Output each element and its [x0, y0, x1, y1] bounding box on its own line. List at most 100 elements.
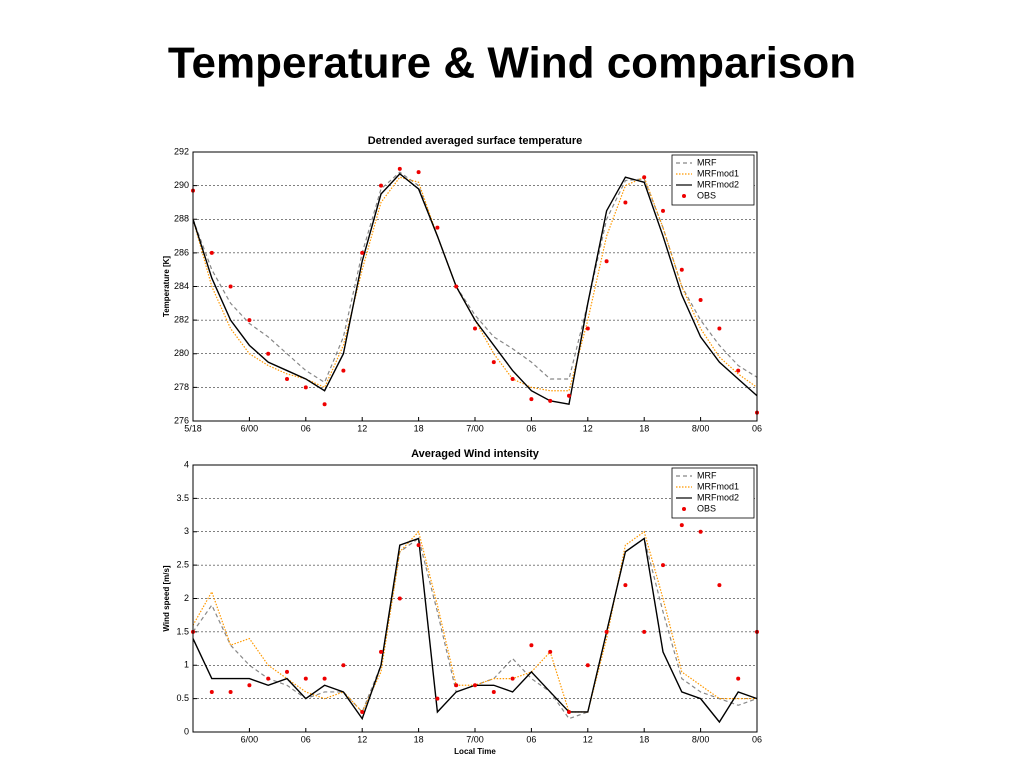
obs-point	[303, 385, 308, 390]
obs-point	[247, 318, 252, 323]
x-tick-label: 06	[526, 734, 536, 744]
obs-point	[209, 689, 214, 694]
x-axis-label: Local Time	[454, 747, 496, 756]
x-tick-label: 06	[526, 423, 536, 433]
y-tick-label: 282	[174, 315, 189, 325]
obs-point	[397, 596, 402, 601]
obs-point	[548, 649, 553, 654]
x-tick-label: 8/00	[692, 734, 710, 744]
x-tick-label: 06	[301, 734, 311, 744]
plot-frame	[192, 464, 758, 733]
x-tick-label: 12	[357, 423, 367, 433]
obs-point	[435, 696, 440, 701]
x-tick-label: 06	[752, 423, 762, 433]
y-tick-label: 0	[184, 726, 189, 736]
obs-point	[567, 393, 571, 398]
obs-point	[642, 629, 647, 634]
obs-point	[360, 250, 365, 255]
series-line	[192, 537, 758, 724]
obs-point	[642, 175, 647, 180]
x-tick-label: 18	[639, 734, 649, 744]
obs-point	[416, 170, 421, 175]
x-tick-label: 18	[414, 423, 424, 433]
obs-point	[604, 259, 609, 264]
obs-point	[228, 284, 233, 289]
obs-point	[661, 208, 665, 213]
y-tick-label: 292	[174, 146, 189, 156]
obs-point	[717, 326, 722, 331]
obs-point	[679, 267, 684, 272]
obs-point	[736, 676, 741, 681]
obs-point	[529, 643, 534, 648]
x-tick-label: 5/18	[184, 423, 202, 433]
legend-label: MRF	[697, 157, 717, 167]
y-axis-label: Temperature [K]	[162, 256, 171, 318]
y-tick-label: 4	[184, 459, 189, 469]
y-tick-label: 288	[174, 214, 189, 224]
legend-label: MRFmod1	[697, 481, 739, 491]
series-line	[192, 176, 758, 392]
x-tick-label: 8/00	[692, 423, 710, 433]
series-line	[192, 171, 758, 384]
legend-marker	[682, 194, 686, 198]
legend-label: MRF	[697, 470, 717, 480]
obs-point	[698, 297, 703, 302]
obs-point	[454, 284, 459, 289]
obs-point	[285, 376, 289, 381]
x-tick-label: 18	[414, 734, 424, 744]
x-tick-label: 18	[639, 423, 649, 433]
obs-point	[473, 326, 477, 331]
obs-point	[322, 676, 327, 681]
y-tick-label: 1.5	[176, 626, 189, 636]
obs-point	[529, 397, 534, 402]
obs-point	[322, 402, 327, 407]
y-tick-label: 286	[174, 247, 189, 257]
y-axis-label: Wind speed [m/s]	[162, 565, 171, 631]
legend-label: MRFmod2	[697, 179, 739, 189]
obs-point	[285, 669, 289, 674]
x-tick-label: 06	[752, 734, 762, 744]
x-tick-label: 12	[583, 734, 593, 744]
y-tick-label: 2	[184, 593, 189, 603]
obs-point	[717, 583, 722, 588]
x-tick-label: 7/00	[466, 734, 484, 744]
obs-point	[247, 683, 252, 688]
obs-point	[379, 183, 383, 188]
slide-title: Temperature & Wind comparison	[168, 39, 856, 88]
chart-title: Detrended averaged surface temperature	[368, 135, 583, 147]
x-tick-label: 7/00	[466, 423, 484, 433]
series-line	[192, 537, 758, 720]
y-tick-label: 284	[174, 281, 189, 291]
y-tick-label: 3	[184, 526, 189, 536]
x-tick-label: 06	[301, 423, 311, 433]
obs-point	[360, 709, 365, 714]
obs-point	[303, 676, 308, 681]
x-tick-label: 6/00	[241, 734, 259, 744]
obs-point	[736, 368, 741, 373]
obs-point	[567, 709, 571, 714]
obs-point	[397, 166, 402, 171]
obs-point	[473, 683, 477, 688]
obs-point	[604, 629, 609, 634]
obs-point	[454, 683, 459, 688]
obs-point	[548, 398, 553, 403]
series-line	[192, 172, 758, 405]
y-tick-label: 0.5	[176, 693, 189, 703]
obs-point	[491, 360, 496, 365]
obs-point	[510, 676, 515, 681]
y-tick-label: 280	[174, 348, 189, 358]
obs-point	[341, 663, 346, 668]
obs-point	[416, 543, 421, 548]
legend-label: MRFmod1	[697, 168, 739, 178]
obs-point	[266, 351, 271, 356]
obs-point	[266, 676, 271, 681]
y-tick-label: 276	[174, 415, 189, 425]
obs-point	[698, 529, 703, 534]
obs-point	[623, 200, 628, 205]
obs-point	[435, 225, 440, 230]
legend-label: MRFmod2	[697, 492, 739, 502]
chart-title: Averaged Wind intensity	[411, 448, 540, 460]
x-tick-label: 6/00	[241, 423, 259, 433]
legend-label: OBS	[697, 190, 716, 200]
